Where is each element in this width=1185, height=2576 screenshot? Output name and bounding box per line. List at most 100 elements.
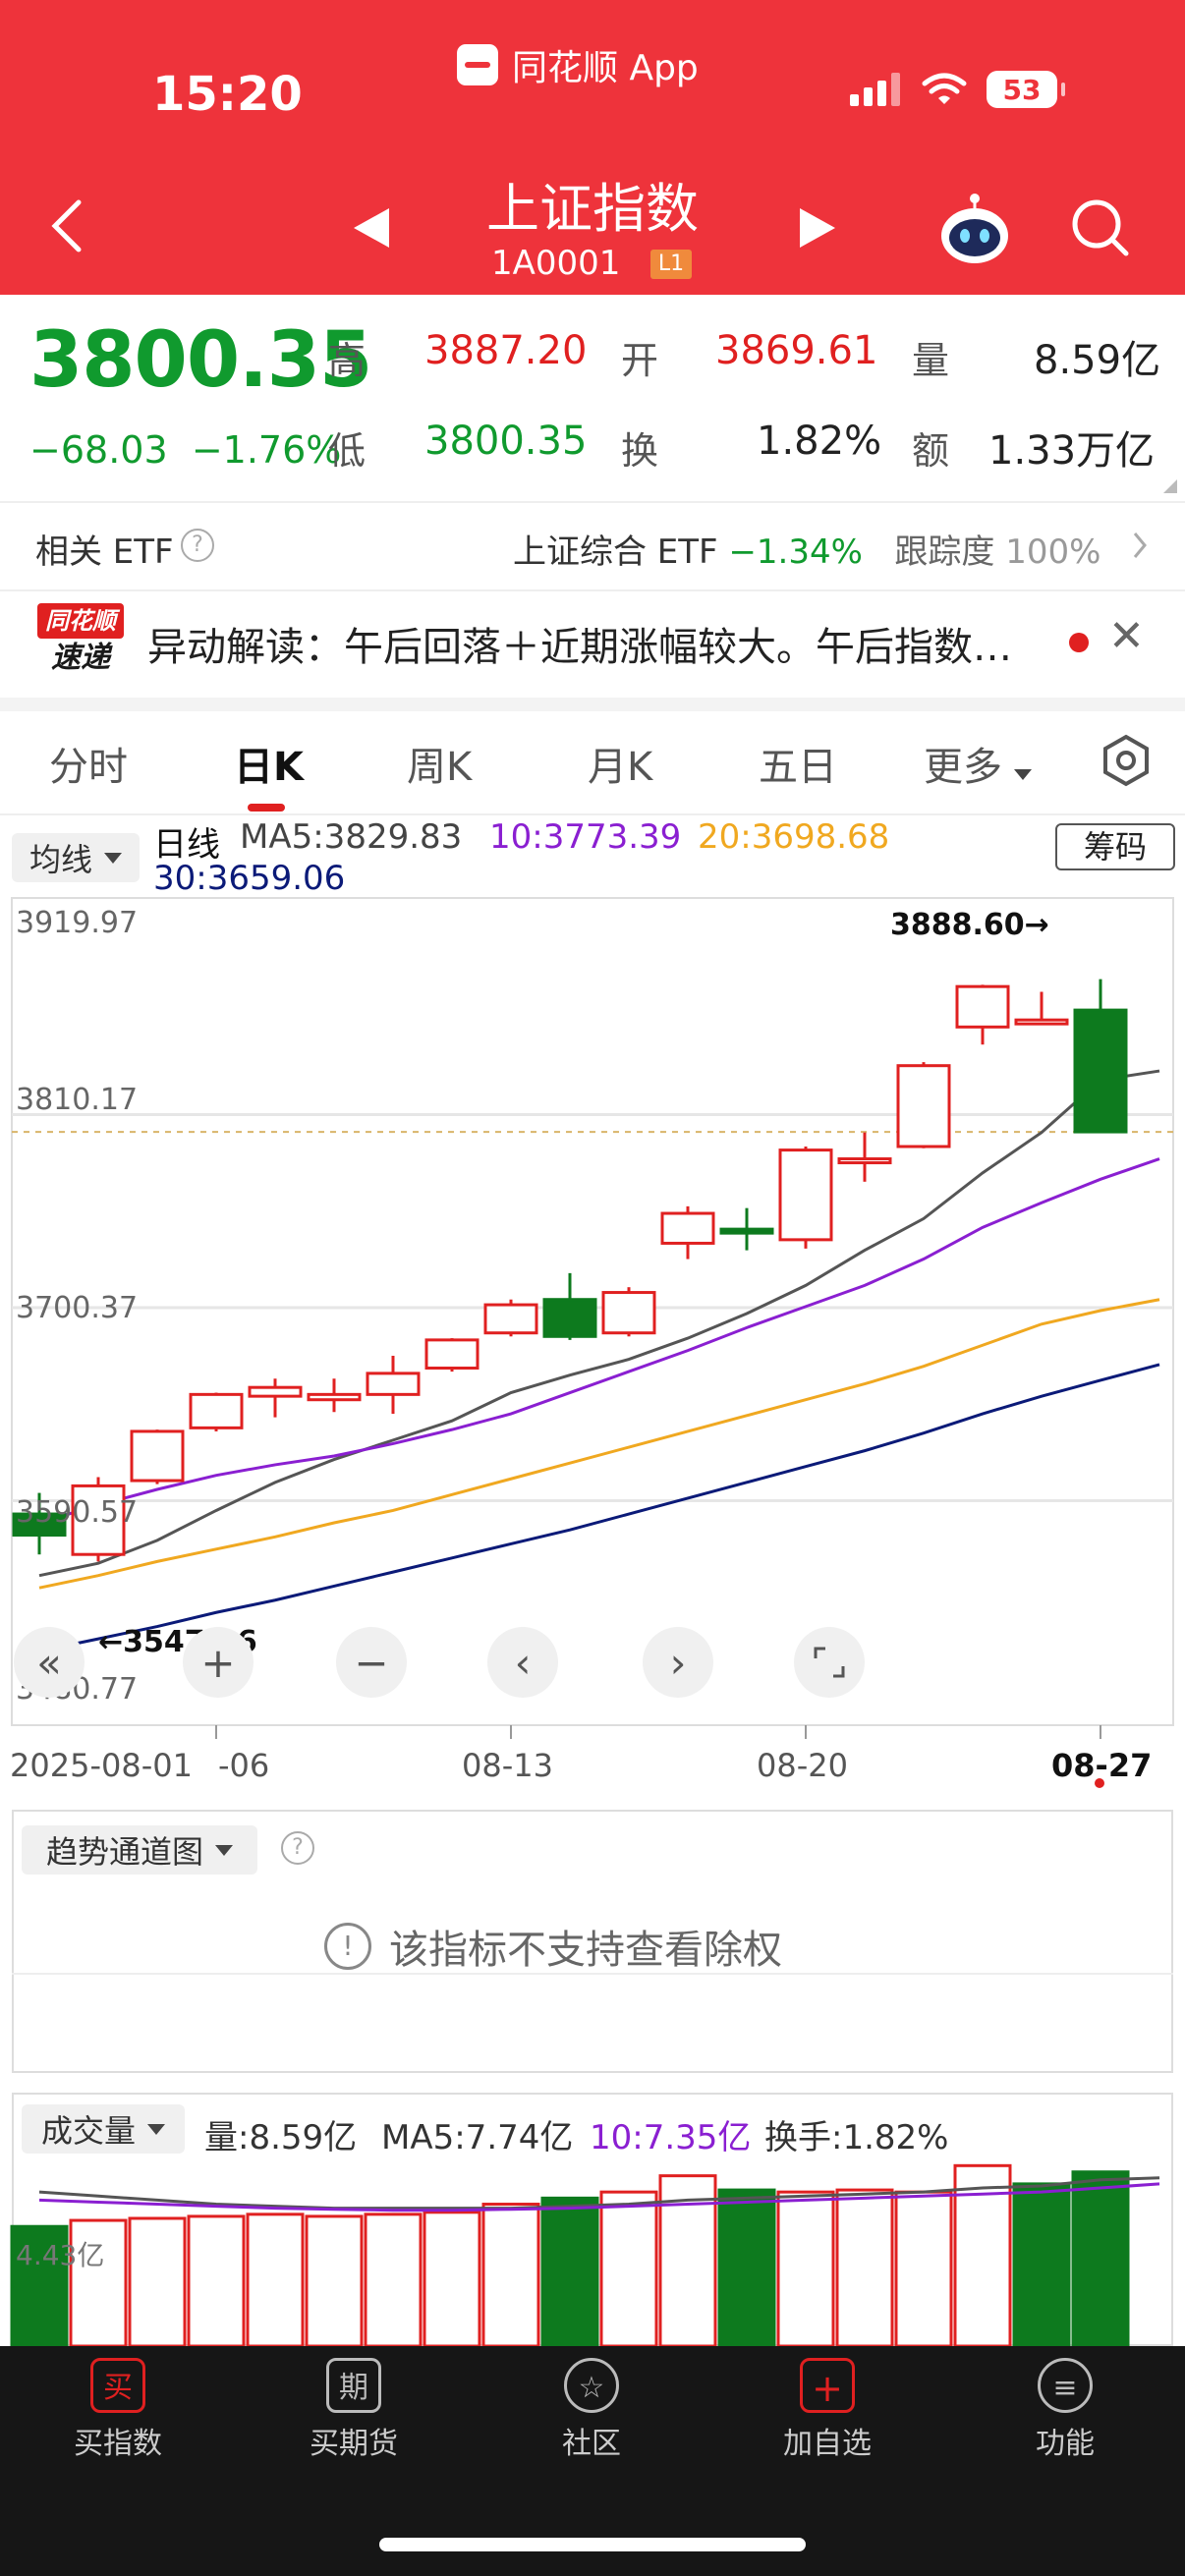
candle-body — [12, 1512, 67, 1538]
tab-monthly-k[interactable]: 月K — [588, 745, 653, 790]
help-icon[interactable]: ? — [181, 529, 214, 562]
volume-bar — [423, 2211, 481, 2346]
zoom-in-button[interactable]: + — [183, 1627, 254, 1698]
divider — [0, 589, 1185, 591]
scroll-left-button[interactable]: ‹ — [487, 1627, 558, 1698]
candlestick-chart[interactable] — [0, 894, 1185, 1739]
open-label: 开 — [621, 339, 659, 382]
nav-label: 功能 — [1036, 2427, 1095, 2461]
candle-body — [837, 1157, 892, 1165]
ma20-line — [38, 1298, 1160, 1590]
nav-label: 加自选 — [783, 2427, 872, 2461]
search-icon[interactable] — [1069, 196, 1132, 259]
nav-label: 买指数 — [74, 2427, 162, 2461]
volume-bar — [305, 2214, 364, 2346]
candle-body — [601, 1291, 656, 1335]
nav-buy-futures[interactable]: 期 买期货 — [255, 2358, 452, 2462]
ma30-line — [38, 1363, 1160, 1653]
back-icon[interactable] — [47, 196, 86, 255]
prev-stock-icon[interactable] — [354, 208, 389, 248]
status-time: 15:20 — [152, 67, 303, 122]
candle — [71, 1477, 126, 1562]
chip-distribution-button[interactable]: 筹码 — [1055, 823, 1175, 870]
robot-assistant-icon[interactable] — [935, 191, 1014, 269]
nav-community[interactable]: ☆ 社区 — [493, 2358, 690, 2462]
app-chip[interactable]: 同花顺 App — [457, 41, 699, 88]
tab-more[interactable]: 更多 — [924, 735, 1032, 792]
volume-indicator-select[interactable]: 成交量 — [22, 2104, 185, 2154]
nav-buy-index[interactable]: 买 买指数 — [20, 2358, 216, 2462]
candle-body — [483, 1303, 538, 1335]
scroll-right-button[interactable]: › — [643, 1627, 713, 1698]
close-icon[interactable]: ✕ — [1108, 611, 1145, 661]
ma20-value: 20:3698.68 — [698, 817, 890, 857]
candle-body — [1014, 1018, 1069, 1026]
volume-axis-label: 4.43亿 — [16, 2239, 105, 2271]
zoom-out-button[interactable]: − — [336, 1627, 407, 1698]
trend-indicator-select[interactable]: 趋势通道图 — [22, 1825, 257, 1875]
rewind-button[interactable]: « — [14, 1627, 85, 1698]
help-icon[interactable]: ? — [281, 1831, 314, 1865]
candle — [955, 984, 1010, 1045]
volume-bar — [776, 2190, 835, 2346]
candle-body — [778, 1148, 833, 1242]
tab-five-day[interactable]: 五日 — [759, 745, 837, 790]
candle — [483, 1299, 538, 1337]
tab-daily-k[interactable]: 日K — [234, 745, 304, 790]
dropdown-arrow-icon — [215, 1844, 233, 1856]
volume-bar — [128, 2216, 187, 2346]
chevron-right-icon[interactable] — [1132, 531, 1148, 560]
candles — [12, 979, 1128, 1562]
app-name: 同花顺 App — [512, 48, 699, 88]
candle — [248, 1378, 303, 1418]
low-label: 低 — [328, 429, 367, 473]
news-logo: 同花顺 速递 — [37, 603, 124, 680]
volume-bar — [187, 2214, 246, 2346]
next-stock-icon[interactable] — [800, 208, 835, 248]
volume-text: 量:8.59亿 — [204, 2118, 358, 2157]
volume-bar — [69, 2218, 128, 2346]
etf-label: 相关 ETF — [35, 532, 174, 572]
ma30-value: 30:3659.06 — [153, 859, 346, 898]
candle — [542, 1272, 597, 1340]
info-icon: ! — [324, 1923, 371, 1970]
last-price: 3800.35 — [29, 316, 372, 405]
page-title: 上证指数 — [486, 178, 699, 240]
amount-value: 1.33万亿 — [988, 428, 1156, 474]
candle-body — [424, 1338, 480, 1371]
nav-add-watchlist[interactable]: + 加自选 — [729, 2358, 926, 2462]
tab-intraday[interactable]: 分时 — [49, 745, 128, 790]
active-tab-indicator — [248, 804, 285, 812]
trend-panel — [12, 1810, 1173, 2073]
volume-bar — [717, 2188, 776, 2346]
news-logo-top: 同花顺 — [37, 603, 124, 639]
tab-more-label: 更多 — [924, 745, 1002, 790]
settings-icon[interactable] — [1099, 733, 1154, 788]
candle — [424, 1338, 480, 1372]
tab-weekly-k[interactable]: 周K — [407, 745, 473, 790]
divider — [0, 501, 1185, 503]
status-icons: 53 — [850, 71, 1065, 108]
expand-corner-icon[interactable] — [1163, 479, 1177, 493]
divider — [12, 1973, 1173, 1975]
y-axis-label: 3700.37 — [16, 1291, 139, 1325]
candle — [307, 1378, 362, 1413]
news-headline[interactable]: 异动解读：午后回落＋近期涨幅较大。午后指数… — [147, 625, 1012, 670]
home-indicator[interactable] — [379, 2538, 806, 2551]
candle — [778, 1147, 833, 1249]
etf-row[interactable]: 上证综合 ETF −1.34% 跟踪度 100% — [513, 525, 1100, 573]
candle-body — [189, 1392, 244, 1429]
candle — [837, 1132, 892, 1182]
candle — [1073, 979, 1128, 1134]
volume-bar — [894, 2190, 953, 2346]
volume-ma5-text: MA5:7.74亿 — [381, 2118, 574, 2157]
volume-bar — [1071, 2170, 1130, 2346]
trend-select-label: 趋势通道图 — [45, 1833, 203, 1871]
fullscreen-button[interactable] — [794, 1627, 865, 1698]
amount-label: 额 — [912, 429, 950, 473]
nav-functions[interactable]: ≡ 功能 — [967, 2358, 1163, 2462]
volume-ma10-line — [38, 2182, 1160, 2212]
volume-select-label: 成交量 — [40, 2112, 136, 2150]
ma-indicator-select[interactable]: 均线 — [12, 833, 140, 882]
volume-chart[interactable] — [0, 2152, 1185, 2346]
